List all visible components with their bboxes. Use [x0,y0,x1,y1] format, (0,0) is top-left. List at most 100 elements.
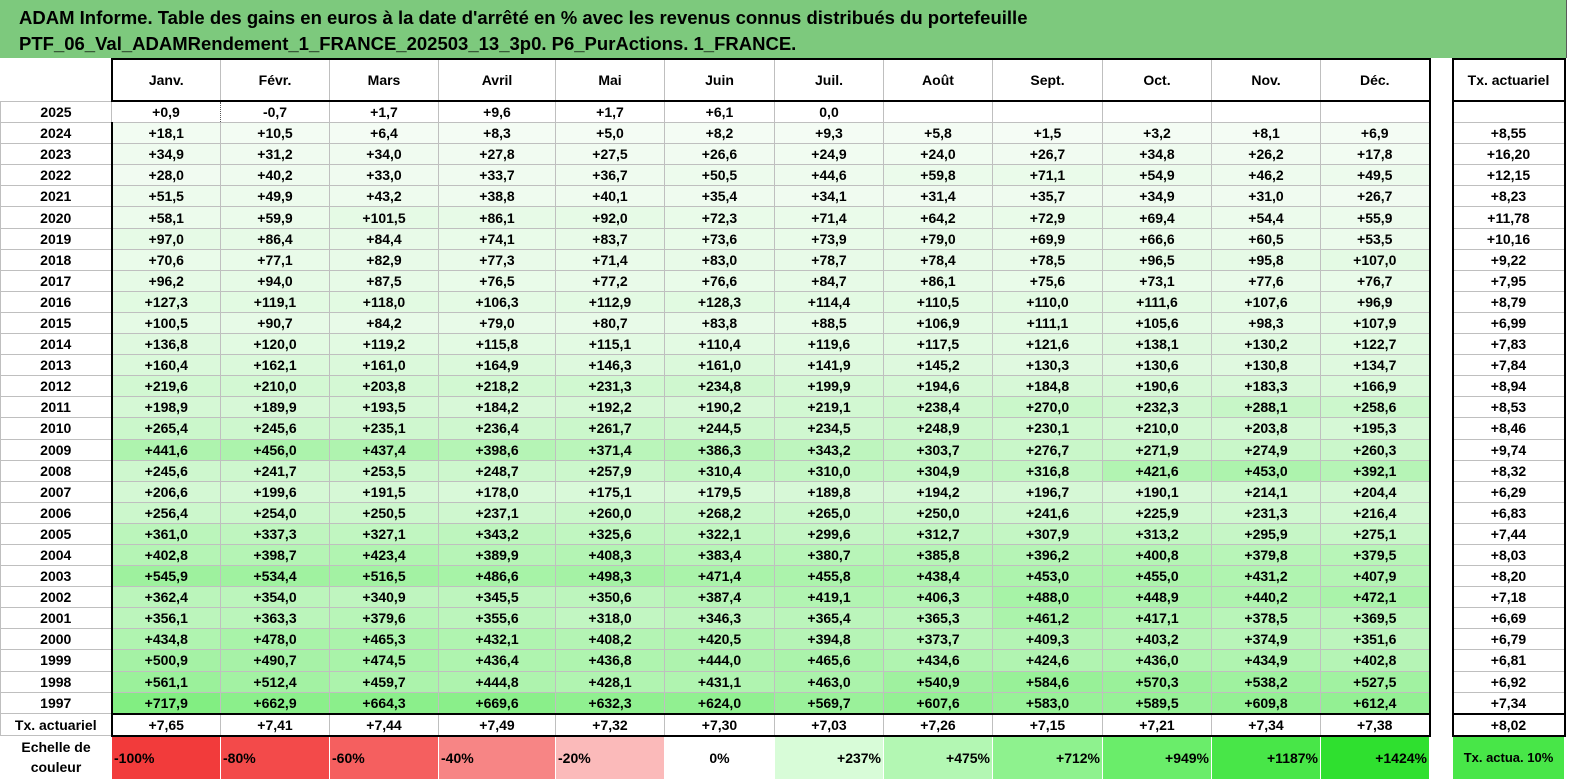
gain-cell: +97,0 [110,227,221,250]
gain-cell: +268,2 [664,501,775,524]
spacer [1429,439,1453,461]
gain-cell: +434,9 [1211,649,1321,672]
year-label: 2009 [0,438,112,461]
gain-cell: +474,5 [329,649,439,672]
table-row: 2014 +136,8 +120,0 +119,2 +115,8 +115,1 +110,4… [0,333,1566,356]
gain-cell: +434,6 [883,649,993,672]
gain-cell: +84,7 [774,269,884,292]
gain-cell: +343,2 [774,438,884,461]
gain-cell [1102,100,1212,124]
gain-cell: +184,8 [992,375,1103,398]
gain-cell: +75,6 [992,269,1103,292]
color-scale-swatch: +475% [883,735,993,780]
gain-cell: +10,5 [220,122,330,145]
gain-cell: +161,0 [329,354,439,377]
gain-cell: +100,5 [110,311,221,335]
gain-cell: +119,1 [220,290,330,313]
gain-cell: +74,1 [438,227,556,250]
header-row: Janv. Févr. Mars Avril Mai Juin Juil. Août Sept.… [1,58,1566,102]
table-row: 2007 +206,6 +199,6 +191,5 +178,0 +175,1 +179,5… [0,480,1566,503]
gain-cell: +490,7 [220,649,330,672]
spacer [1429,270,1453,292]
gain-cell: +265,0 [774,501,884,524]
gain-cell: +92,0 [555,206,665,229]
gain-cell: +77,1 [220,248,330,271]
gain-cell: +106,3 [438,290,556,313]
gain-cell: +245,6 [110,459,221,482]
gain-cell: +69,4 [1102,206,1212,229]
spacer [1429,713,1453,736]
spacer [1429,544,1453,566]
gain-cell: +717,9 [110,691,221,715]
gain-cell: +232,3 [1102,396,1212,419]
gain-cell: +387,4 [664,586,775,609]
color-scale-swatch: +949% [1102,735,1212,780]
table-row: 2010 +265,4 +245,6 +235,1 +236,4 +261,7 +244,5… [0,417,1566,440]
gain-cell: +26,7 [1320,185,1431,208]
gain-cell: +421,6 [1102,459,1212,482]
table-row: 2022 +28,0 +40,2 +33,0 +33,7 +36,7 +50,5 +44,6 +… [0,164,1566,187]
footer-rate-cell: +7,26 [883,713,993,737]
gain-cell: +304,9 [883,459,993,482]
color-scale-swatch: -20% [555,735,665,780]
gain-cell: +379,5 [1320,543,1431,567]
gain-cell: +191,5 [329,480,439,503]
spacer [1429,502,1453,524]
tx-actuariel-cell: +9,74 [1451,438,1566,461]
gain-cell: +313,2 [1102,522,1212,545]
gain-cell: +424,6 [992,649,1103,672]
gain-cell: +257,9 [555,459,665,482]
gain-cell: +117,5 [883,333,993,356]
table-row: 2013 +160,4 +162,1 +161,0 +164,9 +146,3 +161,0… [0,354,1566,377]
tx-actuariel-cell: +6,69 [1451,607,1566,630]
spacer [1429,586,1453,608]
gain-cell: +204,4 [1320,480,1431,503]
color-scale-swatch: 0% [664,735,775,780]
spacer [1429,312,1453,334]
gain-cell: +27,8 [438,143,556,166]
gain-cell: +35,4 [664,185,775,208]
gain-cell: +31,4 [883,185,993,208]
gain-cell: +189,8 [774,480,884,503]
gain-cell: +664,3 [329,691,439,715]
gain-cell: +98,3 [1211,311,1321,335]
gain-cell: +402,8 [110,543,221,567]
report-title-line2: PTF_06_Val_ADAMRendement_1_FRANCE_202503… [19,33,797,54]
gain-cell: +60,5 [1211,227,1321,250]
gain-cell: +70,6 [110,248,221,271]
gain-cell: +86,1 [438,206,556,229]
gain-cell: +6,4 [329,122,439,145]
gain-cell: +371,4 [555,438,665,461]
gain-cell: +471,4 [664,565,775,588]
gain-cell: +84,2 [329,311,439,335]
gain-cell: +203,8 [1211,417,1321,440]
gain-cell: +303,7 [883,438,993,461]
gain-cell: +119,2 [329,333,439,356]
gain-cell: +237,1 [438,501,556,524]
gain-cell: +190,1 [1102,480,1212,503]
gain-cell: +234,8 [664,375,775,398]
gain-cell: +365,4 [774,607,884,630]
gain-cell: +409,3 [992,628,1103,651]
gain-cell: +1,7 [329,100,439,124]
gain-cell: +398,6 [438,438,556,461]
gain-cell: +115,1 [555,333,665,356]
footer-rate-cell: +7,15 [992,713,1103,737]
gain-cell: +423,4 [329,543,439,567]
gain-cell: +160,4 [110,354,221,377]
gain-cell: +669,6 [438,691,556,715]
gain-cell: +398,7 [220,543,330,567]
gain-cell: +1,7 [555,100,665,124]
gain-cell: +378,5 [1211,607,1321,630]
gain-cell: +570,3 [1102,670,1212,693]
gain-cell: +59,8 [883,164,993,187]
gain-cell: +77,2 [555,269,665,292]
gain-cell: +465,6 [774,649,884,672]
gain-cell: +71,4 [774,206,884,229]
gain-cell: +363,3 [220,607,330,630]
gain-cell: +270,0 [992,396,1103,419]
gain-cell: +73,1 [1102,269,1212,292]
gain-cell: +386,3 [664,438,775,461]
report-title-bar: ADAM Informe. Table des gains en euros à… [0,0,1567,58]
spacer [1429,101,1453,123]
